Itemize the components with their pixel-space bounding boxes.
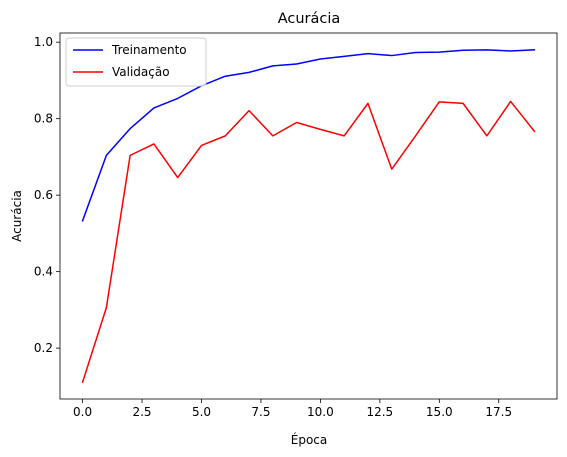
legend-label-treinamento: Treinamento — [111, 43, 187, 57]
x-tick-label: 2.5 — [132, 405, 151, 419]
chart-title: Acurácia — [278, 11, 341, 27]
x-axis-label: Época — [291, 432, 328, 447]
y-axis-ticks: 0.2 0.4 0.6 0.8 1.0 — [34, 35, 60, 355]
series-line-validacao — [81, 100, 536, 384]
legend-label-validacao: Validação — [112, 65, 170, 79]
y-axis-label: Acurácia — [10, 190, 24, 242]
x-tick-label: 15.0 — [426, 405, 453, 419]
y-tick-label: 0.4 — [34, 265, 53, 279]
x-tick-label: 5.0 — [192, 405, 211, 419]
plot-lines — [81, 49, 536, 384]
y-tick-label: 0.6 — [34, 188, 53, 202]
x-tick-label: 0.0 — [73, 405, 92, 419]
x-tick-label: 10.0 — [307, 405, 334, 419]
series-line-treinamento — [81, 49, 536, 222]
x-tick-label: 7.5 — [251, 405, 270, 419]
x-tick-label: 17.5 — [485, 405, 512, 419]
y-tick-label: 0.2 — [34, 341, 53, 355]
legend: Treinamento Validação — [65, 37, 207, 87]
x-tick-label: 12.5 — [366, 405, 393, 419]
plot-frame — [59, 32, 558, 400]
y-tick-label: 0.8 — [34, 112, 53, 126]
x-axis-ticks: 0.0 2.5 5.0 7.5 10.0 12.5 15.0 17.5 — [73, 399, 512, 419]
y-tick-label: 1.0 — [34, 35, 53, 49]
